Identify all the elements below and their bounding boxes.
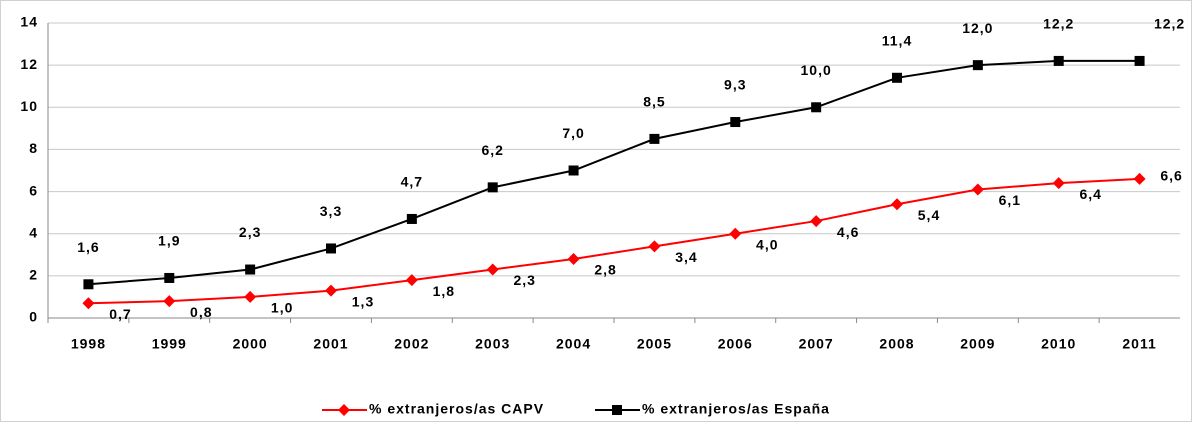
marker [730, 117, 741, 128]
data-label: 2,3 [513, 272, 535, 288]
marker [82, 297, 95, 310]
y-tick-label: 6 [29, 182, 38, 198]
marker [892, 72, 902, 83]
data-label: 1,3 [352, 293, 374, 309]
data-label: 12,0 [962, 20, 993, 36]
marker [406, 213, 417, 224]
data-label: 11,4 [882, 32, 912, 48]
x-tick-label: 2011 [1122, 336, 1156, 352]
data-label: 0,8 [190, 304, 212, 320]
y-tick-label: 10 [20, 98, 38, 114]
marker [325, 284, 337, 297]
x-tick-label: 2000 [233, 336, 268, 352]
marker [971, 183, 984, 196]
data-label: 1,6 [77, 239, 99, 255]
data-label: 1,9 [158, 233, 180, 249]
marker [972, 60, 983, 71]
data-label: 4,0 [756, 236, 778, 252]
x-tick-label: 2006 [718, 336, 753, 352]
marker [649, 133, 660, 144]
data-label: 4,7 [401, 174, 423, 190]
data-label: 1,0 [271, 300, 293, 316]
data-label: 2,3 [239, 224, 261, 240]
x-tick-label: 2005 [637, 336, 672, 352]
marker [1134, 55, 1145, 66]
marker [891, 198, 903, 211]
y-tick-label: 12 [20, 56, 38, 72]
data-label: 7,0 [562, 125, 584, 141]
x-tick-label: 2004 [556, 336, 591, 352]
data-label: 6,4 [1079, 186, 1101, 202]
marker [326, 243, 336, 254]
data-label: 6,2 [481, 142, 503, 158]
legend-label: % extranjeros/as España [642, 401, 830, 417]
marker [648, 240, 661, 253]
marker [568, 165, 579, 176]
marker [83, 279, 94, 290]
data-label: 0,7 [109, 306, 131, 322]
series-line [88, 177, 1140, 305]
legend-marker [338, 404, 350, 416]
y-tick-label: 2 [29, 267, 38, 283]
y-tick-label: 8 [29, 140, 38, 156]
marker [405, 274, 418, 287]
data-label: 6,6 [1160, 168, 1182, 184]
marker [811, 102, 822, 113]
x-tick-label: 2009 [960, 336, 995, 352]
data-label: 8,5 [643, 94, 665, 110]
marker [163, 295, 176, 308]
data-label: 6,1 [999, 192, 1021, 208]
x-tick-label: 2003 [475, 336, 510, 352]
data-label: 2,8 [594, 262, 616, 278]
series-line [88, 59, 1140, 286]
marker [245, 264, 256, 275]
marker [1052, 177, 1065, 190]
data-label: 5,4 [918, 207, 940, 223]
marker [487, 182, 498, 193]
marker [1133, 172, 1146, 185]
x-tick-label: 1999 [152, 336, 187, 352]
x-tick-label: 2001 [313, 336, 348, 352]
y-tick-label: 0 [29, 309, 38, 325]
x-tick-label: 2008 [879, 336, 914, 352]
data-label: 12,2 [1043, 16, 1074, 32]
data-label: 4,6 [837, 224, 859, 240]
legend-label: % extranjeros/as CAPV [369, 401, 544, 417]
legend-marker [612, 405, 622, 415]
marker [1053, 55, 1064, 66]
marker [486, 263, 499, 276]
data-label: 3,3 [320, 203, 342, 219]
x-tick-label: 2002 [394, 336, 429, 352]
marker [729, 227, 742, 240]
x-tick-label: 2010 [1041, 336, 1076, 352]
data-label: 9,3 [724, 77, 746, 93]
y-tick-label: 4 [29, 224, 38, 240]
marker [164, 272, 175, 283]
data-label: 12,2 [1154, 16, 1185, 32]
x-tick-label: 2007 [799, 336, 834, 352]
y-tick-label: 14 [20, 14, 38, 30]
marker [244, 290, 257, 303]
x-tick-label: 1998 [71, 336, 106, 352]
data-label: 3,4 [675, 249, 697, 265]
data-label: 1,8 [433, 283, 455, 299]
marker [567, 253, 580, 265]
data-label: 10,0 [801, 62, 832, 78]
marker [810, 215, 823, 228]
